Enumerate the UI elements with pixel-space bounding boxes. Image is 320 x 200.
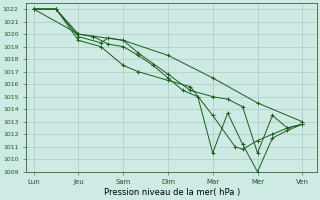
X-axis label: Pression niveau de la mer( hPa ): Pression niveau de la mer( hPa ) <box>104 188 240 197</box>
